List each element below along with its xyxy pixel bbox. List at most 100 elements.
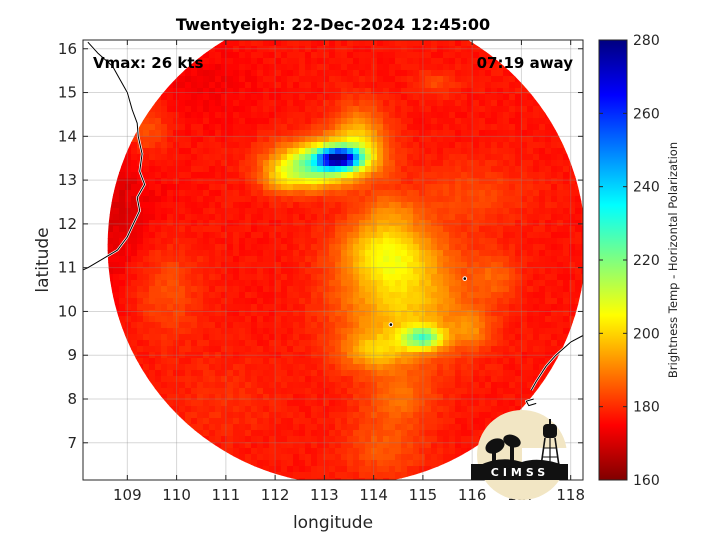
field-cell bbox=[293, 178, 300, 185]
field-cell bbox=[485, 382, 492, 389]
field-cell bbox=[521, 112, 528, 119]
field-cell bbox=[317, 64, 324, 71]
field-cell bbox=[131, 298, 138, 305]
field-cell bbox=[575, 220, 582, 227]
field-cell bbox=[209, 220, 216, 227]
field-cell bbox=[395, 82, 402, 89]
field-cell bbox=[497, 226, 504, 233]
field-cell bbox=[239, 268, 246, 275]
field-cell bbox=[245, 136, 252, 143]
field-cell bbox=[335, 160, 342, 167]
field-cell bbox=[323, 244, 330, 251]
field-cell bbox=[395, 340, 402, 347]
field-cell bbox=[557, 268, 564, 275]
field-cell bbox=[311, 118, 318, 125]
field-cell bbox=[383, 88, 390, 95]
field-cell bbox=[359, 256, 366, 263]
field-cell bbox=[563, 310, 570, 317]
field-cell bbox=[251, 112, 258, 119]
field-cell bbox=[419, 382, 426, 389]
field-cell bbox=[155, 136, 162, 143]
field-cell bbox=[209, 262, 216, 269]
field-cell bbox=[341, 190, 348, 197]
field-cell bbox=[407, 160, 414, 167]
field-cell bbox=[329, 124, 336, 131]
field-cell bbox=[383, 244, 390, 251]
field-cell bbox=[509, 334, 516, 341]
field-cell bbox=[395, 184, 402, 191]
field-cell bbox=[233, 364, 240, 371]
field-cell bbox=[149, 268, 156, 275]
field-cell bbox=[113, 250, 120, 257]
field-cell bbox=[185, 82, 192, 89]
field-cell bbox=[455, 94, 462, 101]
field-cell bbox=[371, 214, 378, 221]
field-cell bbox=[533, 316, 540, 323]
field-cell bbox=[467, 256, 474, 263]
field-cell bbox=[395, 334, 402, 341]
field-cell bbox=[383, 196, 390, 203]
field-cell bbox=[317, 262, 324, 269]
field-cell bbox=[335, 202, 342, 209]
field-cell bbox=[365, 208, 372, 215]
field-cell bbox=[167, 382, 174, 389]
field-cell bbox=[545, 136, 552, 143]
field-cell bbox=[299, 286, 306, 293]
field-cell bbox=[389, 94, 396, 101]
field-cell bbox=[443, 196, 450, 203]
field-cell bbox=[335, 244, 342, 251]
field-cell bbox=[281, 232, 288, 239]
field-cell bbox=[209, 256, 216, 263]
field-cell bbox=[515, 184, 522, 191]
field-cell bbox=[485, 316, 492, 323]
field-cell bbox=[263, 190, 270, 197]
field-cell bbox=[497, 238, 504, 245]
field-cell bbox=[137, 124, 144, 131]
field-cell bbox=[389, 364, 396, 371]
field-cell bbox=[551, 160, 558, 167]
field-cell bbox=[353, 166, 360, 173]
field-cell bbox=[365, 382, 372, 389]
field-cell bbox=[323, 376, 330, 383]
field-cell bbox=[365, 58, 372, 65]
field-cell bbox=[419, 358, 426, 365]
field-cell bbox=[581, 268, 583, 275]
field-cell bbox=[173, 82, 180, 89]
field-cell bbox=[383, 184, 390, 191]
field-cell bbox=[563, 262, 570, 269]
field-cell bbox=[149, 298, 156, 305]
field-cell bbox=[227, 190, 234, 197]
field-cell bbox=[437, 178, 444, 185]
field-cell bbox=[467, 166, 474, 173]
field-cell bbox=[245, 268, 252, 275]
field-cell bbox=[299, 340, 306, 347]
field-cell bbox=[437, 196, 444, 203]
field-cell bbox=[251, 148, 258, 155]
field-cell bbox=[149, 346, 156, 353]
field-cell bbox=[335, 196, 342, 203]
field-cell bbox=[491, 280, 498, 287]
field-cell bbox=[407, 250, 414, 257]
field-cell bbox=[305, 76, 312, 83]
field-cell bbox=[389, 328, 396, 335]
field-cell bbox=[275, 232, 282, 239]
field-cell bbox=[545, 178, 552, 185]
field-cell bbox=[173, 262, 180, 269]
field-cell bbox=[281, 274, 288, 281]
field-cell bbox=[275, 178, 282, 185]
field-cell bbox=[263, 64, 270, 71]
field-cell bbox=[341, 46, 348, 53]
field-cell bbox=[239, 244, 246, 251]
field-cell bbox=[431, 82, 438, 89]
field-cell bbox=[377, 166, 384, 173]
field-cell bbox=[179, 250, 186, 257]
field-cell bbox=[443, 52, 450, 59]
field-cell bbox=[245, 226, 252, 233]
field-cell bbox=[521, 382, 528, 389]
field-cell bbox=[395, 262, 402, 269]
field-cell bbox=[455, 250, 462, 257]
field-cell bbox=[155, 292, 162, 299]
field-cell bbox=[425, 292, 432, 299]
field-cell bbox=[119, 298, 126, 305]
field-cell bbox=[203, 262, 210, 269]
